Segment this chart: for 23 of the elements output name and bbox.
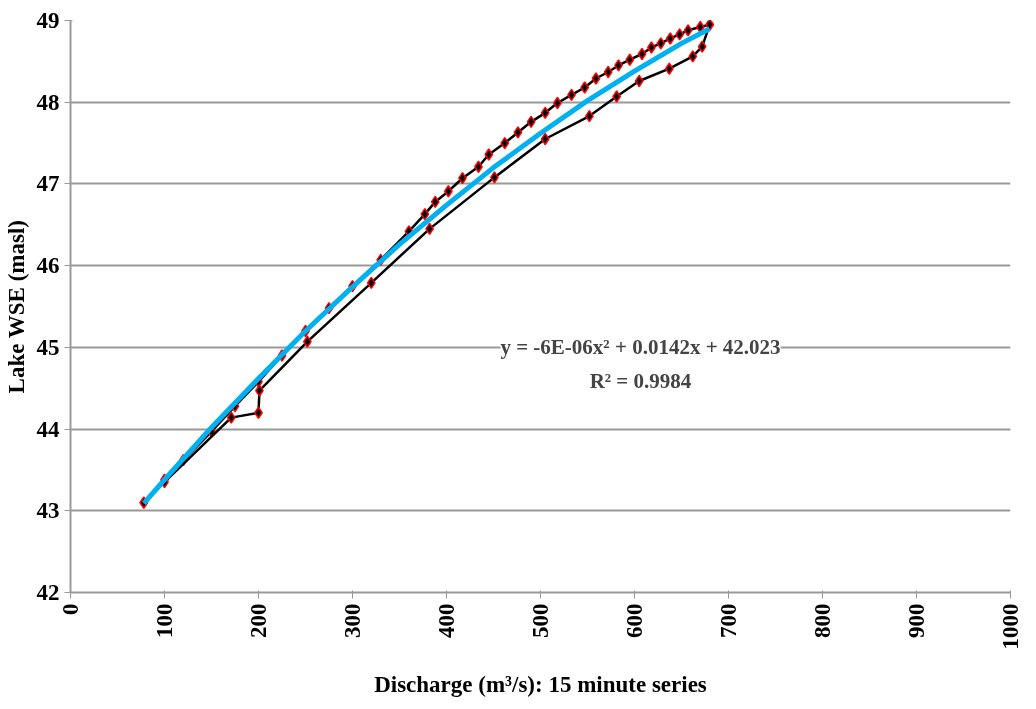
y-tick-label: 49 [36,8,60,33]
y-tick-label: 44 [36,416,60,442]
x-tick-label: 100 [152,603,177,638]
x-tick-label: 200 [246,603,271,638]
y-tick-label: 42 [36,580,60,605]
y-tick-label: 45 [36,334,60,360]
x-tick-label: 700 [716,603,741,638]
x-tick-label: 1000 [998,603,1023,650]
x-tick-label: 400 [434,603,459,638]
x-tick-label: 600 [622,603,647,638]
y-tick-label: 47 [36,171,60,197]
x-tick-label: 800 [810,603,835,638]
x-tick-label: 900 [904,603,929,638]
x-tick-label: 0 [58,603,83,615]
y-tick-label: 48 [36,89,60,115]
y-tick-label: 43 [36,498,60,524]
x-tick-label: 500 [528,603,553,638]
y-tick-label: 46 [36,253,60,279]
annotation: R² = 0.9984 [589,368,692,393]
y-axis-title: Lake WSE (masl) [3,220,29,394]
x-tick-label: 300 [340,603,365,638]
x-axis-title: Discharge (m³/s): 15 minute series [374,672,707,698]
annotation: y = -6E-06x² + 0.0142x + 42.023 [500,334,781,359]
